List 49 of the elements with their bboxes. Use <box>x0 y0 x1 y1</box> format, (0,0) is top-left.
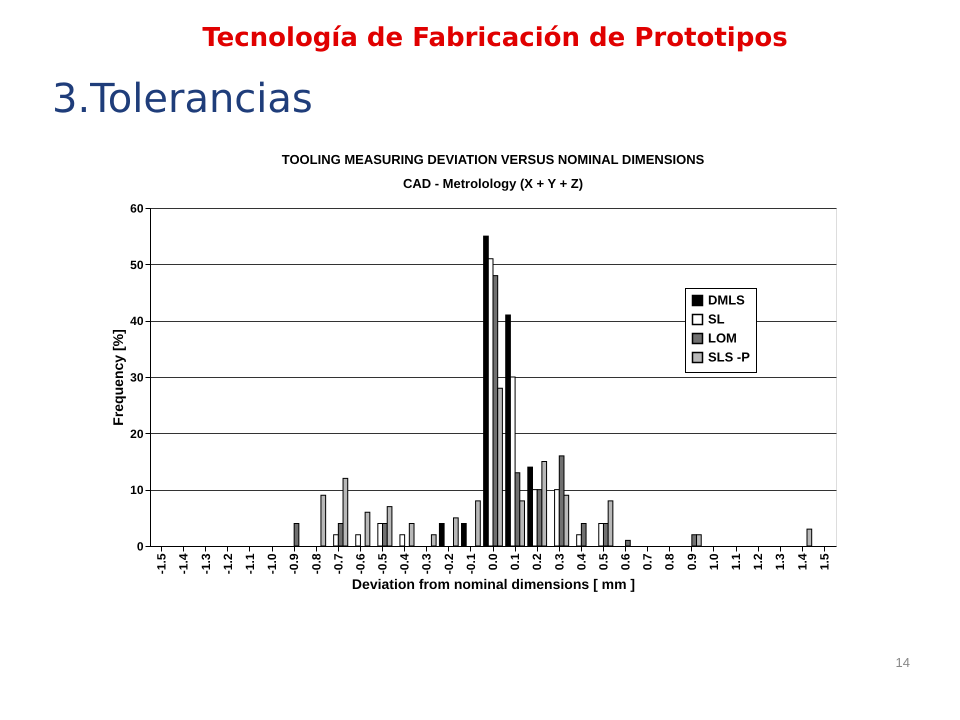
x-tick-label: -0.4 <box>398 553 412 574</box>
x-tick-label: -1.2 <box>220 553 235 574</box>
x-tick-label: -0.2 <box>442 553 456 574</box>
x-tick-label: -0.7 <box>331 553 346 574</box>
y-tick-label: 20 <box>130 426 144 441</box>
text: 14 <box>896 655 910 670</box>
legend-label: SL <box>708 312 725 326</box>
x-tick-label: 1.2 <box>751 553 766 570</box>
x-tick-label: 0.4 <box>574 553 588 570</box>
x-tick-label: 1.5 <box>817 553 832 570</box>
y-tick-label: 30 <box>130 370 144 384</box>
y-axis-title: Frequency [%] <box>110 329 126 426</box>
x-tick-label: -0.1 <box>464 553 478 574</box>
y-tick-label: 0 <box>136 540 144 554</box>
x-tick-label: -1.3 <box>198 553 213 574</box>
x-tick-label: -1.1 <box>242 553 257 574</box>
chart-subtitle: CAD - Metrolology (X + Y + Z) <box>402 176 584 191</box>
x-tick-label: 1.3 <box>773 553 788 570</box>
x-axis-title: Deviation from nominal dimensions [ mm ] <box>352 576 636 592</box>
x-tick-label: -0.6 <box>353 553 368 574</box>
x-tick-label: 0.8 <box>662 553 677 570</box>
y-tick-label: 40 <box>130 314 144 328</box>
x-tick-label: -0.5 <box>376 553 390 574</box>
x-tick-label: 0.7 <box>640 553 655 570</box>
x-tick-label: 0.9 <box>684 553 699 570</box>
chart-title: TOOLING MEASURING DEVIATION VERSUS NOMINAL DIMENSIONS <box>282 152 705 167</box>
x-tick-label: 0.2 <box>530 553 544 570</box>
y-tick-label: 50 <box>130 258 144 272</box>
x-tick-label: 0.0 <box>486 553 500 570</box>
x-tick-label: 0.6 <box>618 553 633 570</box>
y-tick-label: 60 <box>130 202 144 216</box>
x-tick-label: 0.5 <box>596 553 610 570</box>
x-tick-label: -1.4 <box>176 553 191 574</box>
text: 3.Tolerancias <box>52 76 313 122</box>
x-tick-label: -1.0 <box>265 553 280 574</box>
x-tick-label: -1.5 <box>154 553 169 574</box>
legend-label: DMLS <box>708 292 746 308</box>
x-tick-label: 1.4 <box>795 553 810 570</box>
x-tick-label: 0.3 <box>552 553 566 570</box>
legend-label: SLS -P <box>708 350 750 364</box>
text: Tecnología de Fabricación de Prototipos <box>202 23 788 53</box>
x-tick-label: -0.9 <box>287 553 302 574</box>
y-tick-label: 10 <box>130 483 144 498</box>
x-tick-label: 1.1 <box>729 553 744 570</box>
x-tick-label: -0.8 <box>309 553 324 574</box>
x-tick-label: -0.3 <box>420 553 434 574</box>
x-tick-label: 0.1 <box>508 553 522 570</box>
x-tick-label: 1.0 <box>706 553 721 570</box>
legend-label: LOM <box>708 330 737 346</box>
